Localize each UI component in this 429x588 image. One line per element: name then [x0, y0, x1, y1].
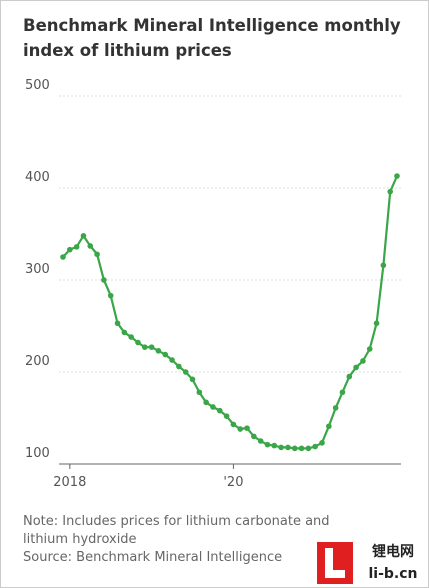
- point: [305, 445, 312, 452]
- point: [107, 292, 114, 299]
- point: [319, 440, 325, 446]
- point: [135, 339, 141, 346]
- point: [251, 433, 257, 440]
- point: [366, 346, 373, 352]
- point: [148, 344, 155, 350]
- line: [62, 175, 399, 450]
- point: [264, 441, 271, 448]
- point: [353, 364, 359, 371]
- point: [312, 443, 319, 450]
- point: [223, 413, 230, 419]
- x-tick-label: '20: [223, 475, 243, 490]
- watermark-url: li-b.cn: [368, 566, 418, 582]
- watermark-name: 锂电网: [372, 544, 414, 560]
- point: [257, 438, 264, 444]
- point: [394, 173, 400, 179]
- y-tick-label: 300: [25, 262, 50, 277]
- point: [196, 389, 203, 396]
- point: [80, 233, 87, 239]
- point: [155, 348, 162, 354]
- point: [298, 445, 305, 452]
- point: [60, 254, 66, 260]
- point: [189, 376, 196, 383]
- point: [67, 246, 73, 253]
- point: [339, 389, 346, 396]
- y-tick-label: 400: [25, 170, 50, 185]
- point: [128, 334, 134, 340]
- y-tick-label: 100: [25, 446, 50, 461]
- source: Source: Benchmark Mineral Intelligence: [23, 550, 283, 565]
- point: [326, 423, 332, 430]
- point: [387, 188, 393, 195]
- point: [121, 329, 128, 336]
- note: Note: Includes prices for lithium carbon…: [23, 514, 330, 547]
- watermark: 锂电网 li-b.cn: [357, 541, 429, 585]
- point: [176, 363, 182, 370]
- chart: 100 200 300 400 500 2018 '20: [25, 78, 401, 490]
- point: [162, 351, 169, 358]
- point: [360, 358, 366, 364]
- point: [101, 277, 107, 283]
- point: [169, 357, 175, 363]
- point: [230, 421, 237, 428]
- point: [278, 444, 284, 451]
- point: [237, 426, 244, 432]
- point: [291, 445, 298, 452]
- point: [114, 320, 121, 327]
- y-tick-label: 500: [25, 78, 50, 93]
- point: [216, 407, 223, 414]
- point: [285, 444, 291, 451]
- point: [210, 404, 216, 410]
- point: [182, 369, 189, 375]
- point: [141, 344, 148, 350]
- point: [244, 425, 250, 431]
- point: [380, 262, 387, 269]
- point: [373, 320, 380, 327]
- point: [87, 243, 94, 249]
- point: [271, 442, 278, 449]
- point: [73, 244, 80, 250]
- point: [332, 405, 339, 411]
- logo: [317, 542, 353, 584]
- x-tick-label: 2018: [53, 475, 86, 490]
- chart-title: Benchmark Mineral Intelligence monthly i…: [23, 16, 401, 60]
- point: [346, 373, 353, 380]
- point: [203, 399, 209, 406]
- y-tick-label: 200: [25, 354, 50, 369]
- point: [94, 251, 100, 258]
